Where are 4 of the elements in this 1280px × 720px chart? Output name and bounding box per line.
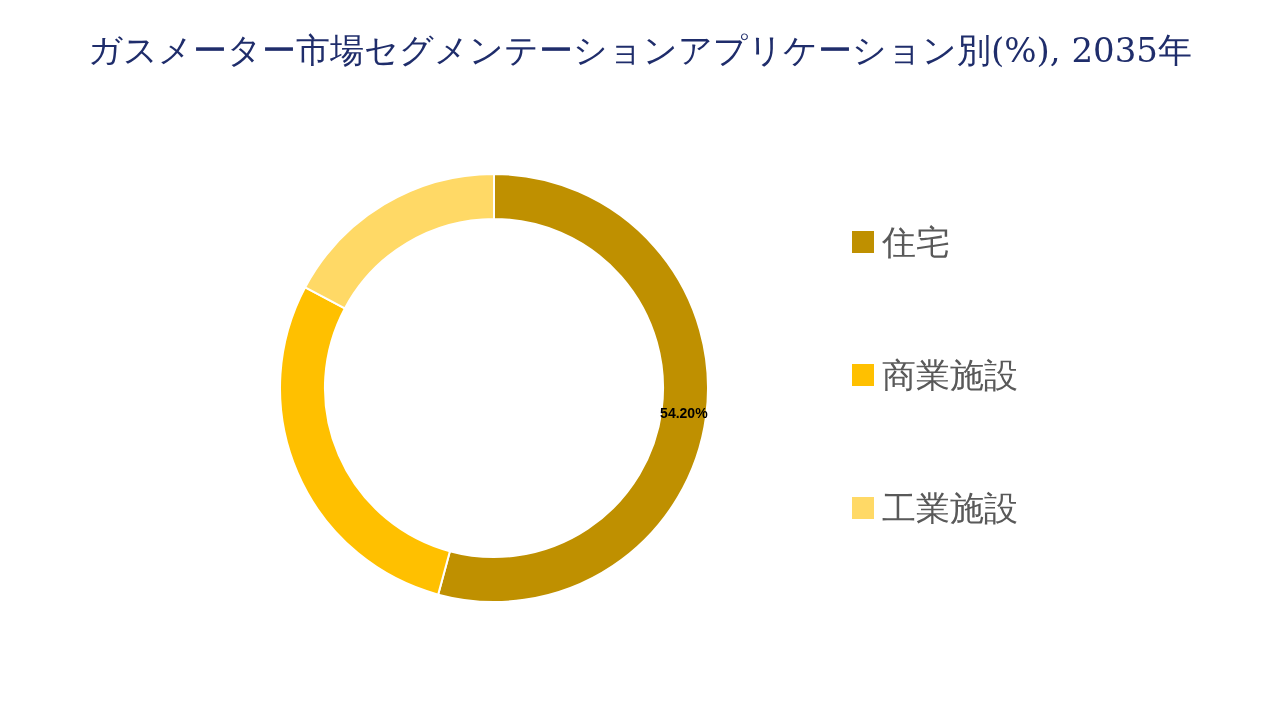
title: ガスメーター市場セグメンテーションアプリケーション別(%), 2035年 (88, 30, 1192, 70)
legend-label: 工業施設 (882, 488, 1018, 528)
legend-label: 住宅 (881, 222, 950, 262)
legend-label: 商業施設 (882, 355, 1018, 395)
